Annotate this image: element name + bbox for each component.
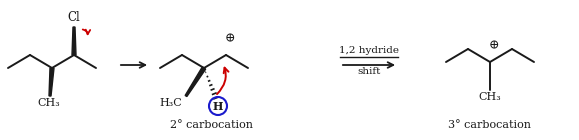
Text: Cl: Cl — [68, 11, 80, 24]
Polygon shape — [185, 67, 206, 97]
Text: ⊕: ⊕ — [225, 32, 235, 45]
Text: shift: shift — [357, 67, 380, 76]
Text: CH₃: CH₃ — [479, 92, 501, 102]
Text: H₃C: H₃C — [159, 98, 182, 108]
Polygon shape — [49, 68, 54, 96]
Text: ⊕: ⊕ — [489, 39, 499, 52]
Text: 1,2 hydride: 1,2 hydride — [339, 46, 399, 55]
Polygon shape — [72, 27, 76, 55]
Text: CH₃: CH₃ — [38, 98, 60, 108]
Text: H: H — [213, 101, 223, 111]
Text: 2° carbocation: 2° carbocation — [170, 120, 254, 130]
Text: 3° carbocation: 3° carbocation — [449, 120, 532, 130]
